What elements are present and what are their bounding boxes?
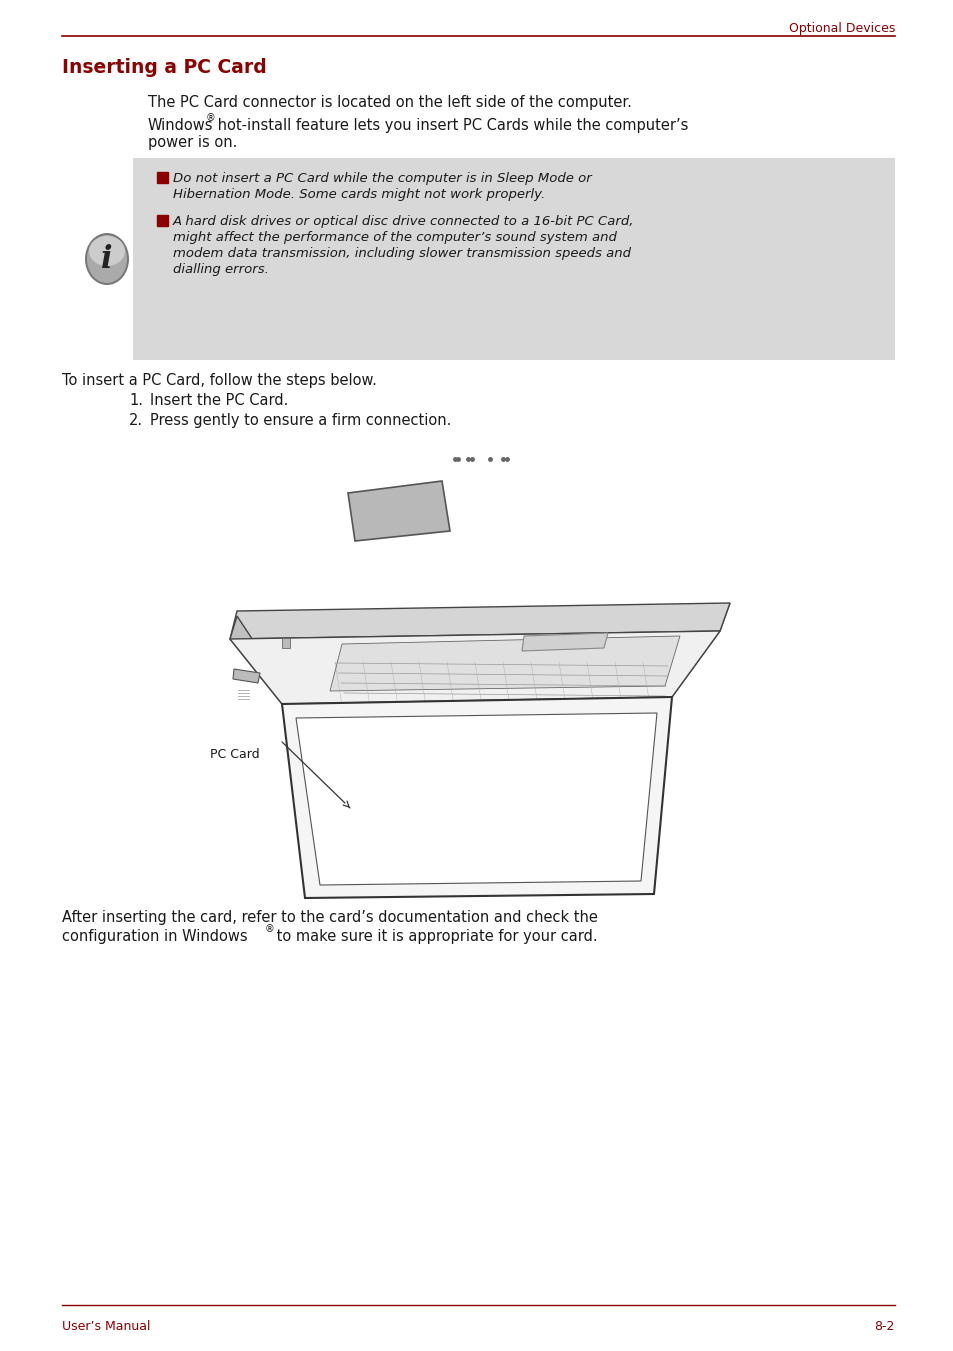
Text: 8-2: 8-2: [874, 1320, 894, 1333]
Text: PC Card: PC Card: [210, 748, 259, 761]
Polygon shape: [348, 481, 450, 540]
Ellipse shape: [87, 235, 127, 282]
Text: ®: ®: [206, 113, 215, 123]
Polygon shape: [282, 697, 671, 898]
Bar: [282, 638, 290, 648]
Text: hot-install feature lets you insert PC Cards while the computer’s: hot-install feature lets you insert PC C…: [213, 118, 688, 132]
Text: Optional Devices: Optional Devices: [788, 22, 894, 35]
Text: User’s Manual: User’s Manual: [62, 1320, 151, 1333]
Text: Inserting a PC Card: Inserting a PC Card: [62, 58, 267, 77]
Text: Press gently to ensure a firm connection.: Press gently to ensure a firm connection…: [150, 413, 451, 428]
Polygon shape: [295, 713, 657, 885]
Text: to make sure it is appropriate for your card.: to make sure it is appropriate for your …: [272, 929, 597, 944]
Text: power is on.: power is on.: [148, 135, 237, 150]
Text: 1.: 1.: [129, 393, 143, 408]
Bar: [132, 158, 894, 359]
Text: Insert the PC Card.: Insert the PC Card.: [150, 393, 288, 408]
Polygon shape: [230, 616, 282, 704]
Text: configuration in Windows: configuration in Windows: [62, 929, 248, 944]
Text: ®: ®: [265, 924, 274, 934]
Text: 2.: 2.: [129, 413, 143, 428]
Polygon shape: [230, 603, 729, 639]
Text: might affect the performance of the computer’s sound system and: might affect the performance of the comp…: [172, 231, 617, 245]
Polygon shape: [330, 636, 679, 690]
Ellipse shape: [89, 236, 125, 266]
Ellipse shape: [85, 232, 129, 285]
Text: The PC Card connector is located on the left side of the computer.: The PC Card connector is located on the …: [148, 95, 631, 109]
Polygon shape: [671, 603, 729, 697]
Bar: [157, 172, 168, 182]
Polygon shape: [521, 634, 607, 651]
Text: dialling errors.: dialling errors.: [172, 263, 269, 276]
Text: i: i: [101, 243, 112, 274]
Polygon shape: [233, 669, 260, 684]
Bar: [157, 215, 168, 226]
Text: modem data transmission, including slower transmission speeds and: modem data transmission, including slowe…: [172, 247, 630, 259]
Text: Inserting the PC Card: Inserting the PC Card: [402, 880, 551, 894]
Polygon shape: [230, 631, 720, 704]
Text: A hard disk drives or optical disc drive connected to a 16-bit PC Card,: A hard disk drives or optical disc drive…: [172, 215, 634, 228]
Text: Do not insert a PC Card while the computer is in Sleep Mode or: Do not insert a PC Card while the comput…: [172, 172, 591, 185]
Text: Hibernation Mode. Some cards might not work properly.: Hibernation Mode. Some cards might not w…: [172, 188, 545, 201]
Text: After inserting the card, refer to the card’s documentation and check the: After inserting the card, refer to the c…: [62, 911, 598, 925]
Text: Windows: Windows: [148, 118, 213, 132]
Text: To insert a PC Card, follow the steps below.: To insert a PC Card, follow the steps be…: [62, 373, 376, 388]
